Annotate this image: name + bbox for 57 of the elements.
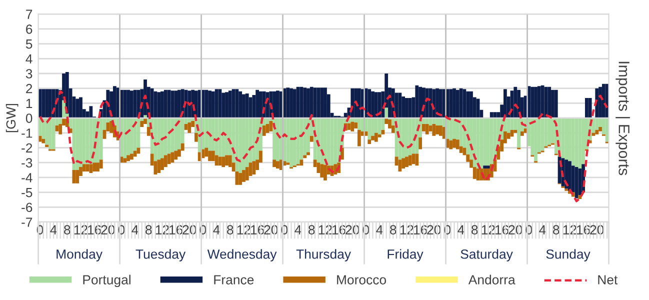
y-tick-label: -3 (22, 158, 32, 168)
y-tick-label: -7 (22, 218, 32, 227)
y-tick-label: 4 (26, 54, 32, 64)
y-axis-title: [GW] (6, 104, 18, 132)
x-tick-label: 4 (213, 225, 220, 234)
y-tick-label: 5 (26, 40, 32, 49)
text: Friday (388, 249, 424, 262)
x-tick-label: 4 (458, 225, 464, 234)
x-tick-label: 4 (376, 225, 383, 234)
x-tick-label: 8 (308, 225, 315, 234)
y-tick-label: 6 (26, 24, 32, 34)
text: Saturday (460, 249, 513, 262)
legend-label: Portugal (83, 274, 130, 288)
x-tick-label: 8 (553, 225, 560, 234)
x-tick-label: 20 (264, 225, 278, 234)
x-tick-label: 20 (427, 225, 441, 234)
x-tick-label: 20 (101, 225, 115, 234)
y-tick-label: -2 (22, 143, 32, 153)
y-tick-label: 3 (26, 69, 32, 78)
x-tick-label: 16 (332, 225, 346, 234)
y-tick-label: 1 (26, 98, 32, 108)
x-tick-label: 20 (346, 225, 360, 234)
x-tick-label: 4 (294, 225, 302, 234)
x-tick-label: 8 (472, 225, 478, 234)
y-tick-label: -1 (22, 128, 32, 138)
x-tick-label: 16 (169, 225, 183, 234)
x-tick-label: 20 (590, 225, 604, 234)
text: Thursday (296, 249, 352, 262)
y-tick-label: 0 (26, 114, 32, 123)
x-tick-label: 16 (88, 225, 102, 234)
text: Tuesday (136, 249, 186, 262)
x-tick-label: 8 (227, 225, 234, 234)
legend-label: France (214, 275, 254, 284)
text: Sunday (546, 249, 590, 262)
y-tick-label: -6 (22, 202, 32, 212)
legend-label: Morocco (337, 275, 386, 284)
x-tick-label: 16 (414, 225, 428, 234)
x-tick-label: 4 (50, 225, 57, 234)
x-tick-label: 8 (64, 225, 70, 234)
text: Wednesday (207, 249, 277, 262)
x-tick-label: 8 (146, 225, 152, 234)
legend-label: Net (598, 275, 618, 284)
x-tick-label: 4 (132, 225, 138, 234)
text: Monday (56, 249, 102, 262)
y-tick-label: -5 (22, 188, 32, 198)
x-tick-label: 20 (182, 225, 196, 234)
x-tick-label: 16 (576, 225, 590, 234)
y-tick-label: -4 (22, 173, 32, 182)
y-tick-label: 2 (26, 84, 32, 94)
x-tick-label: 16 (495, 225, 509, 234)
legend-label: Andorra (468, 274, 516, 284)
x-tick-label: 8 (390, 225, 396, 234)
x-tick-label: 4 (539, 225, 546, 234)
x-tick-label: 20 (508, 225, 522, 234)
x-tick-label: 16 (250, 225, 264, 234)
y2-axis-title: Imports | Exports (616, 62, 630, 176)
y-tick-label: 7 (26, 10, 32, 19)
